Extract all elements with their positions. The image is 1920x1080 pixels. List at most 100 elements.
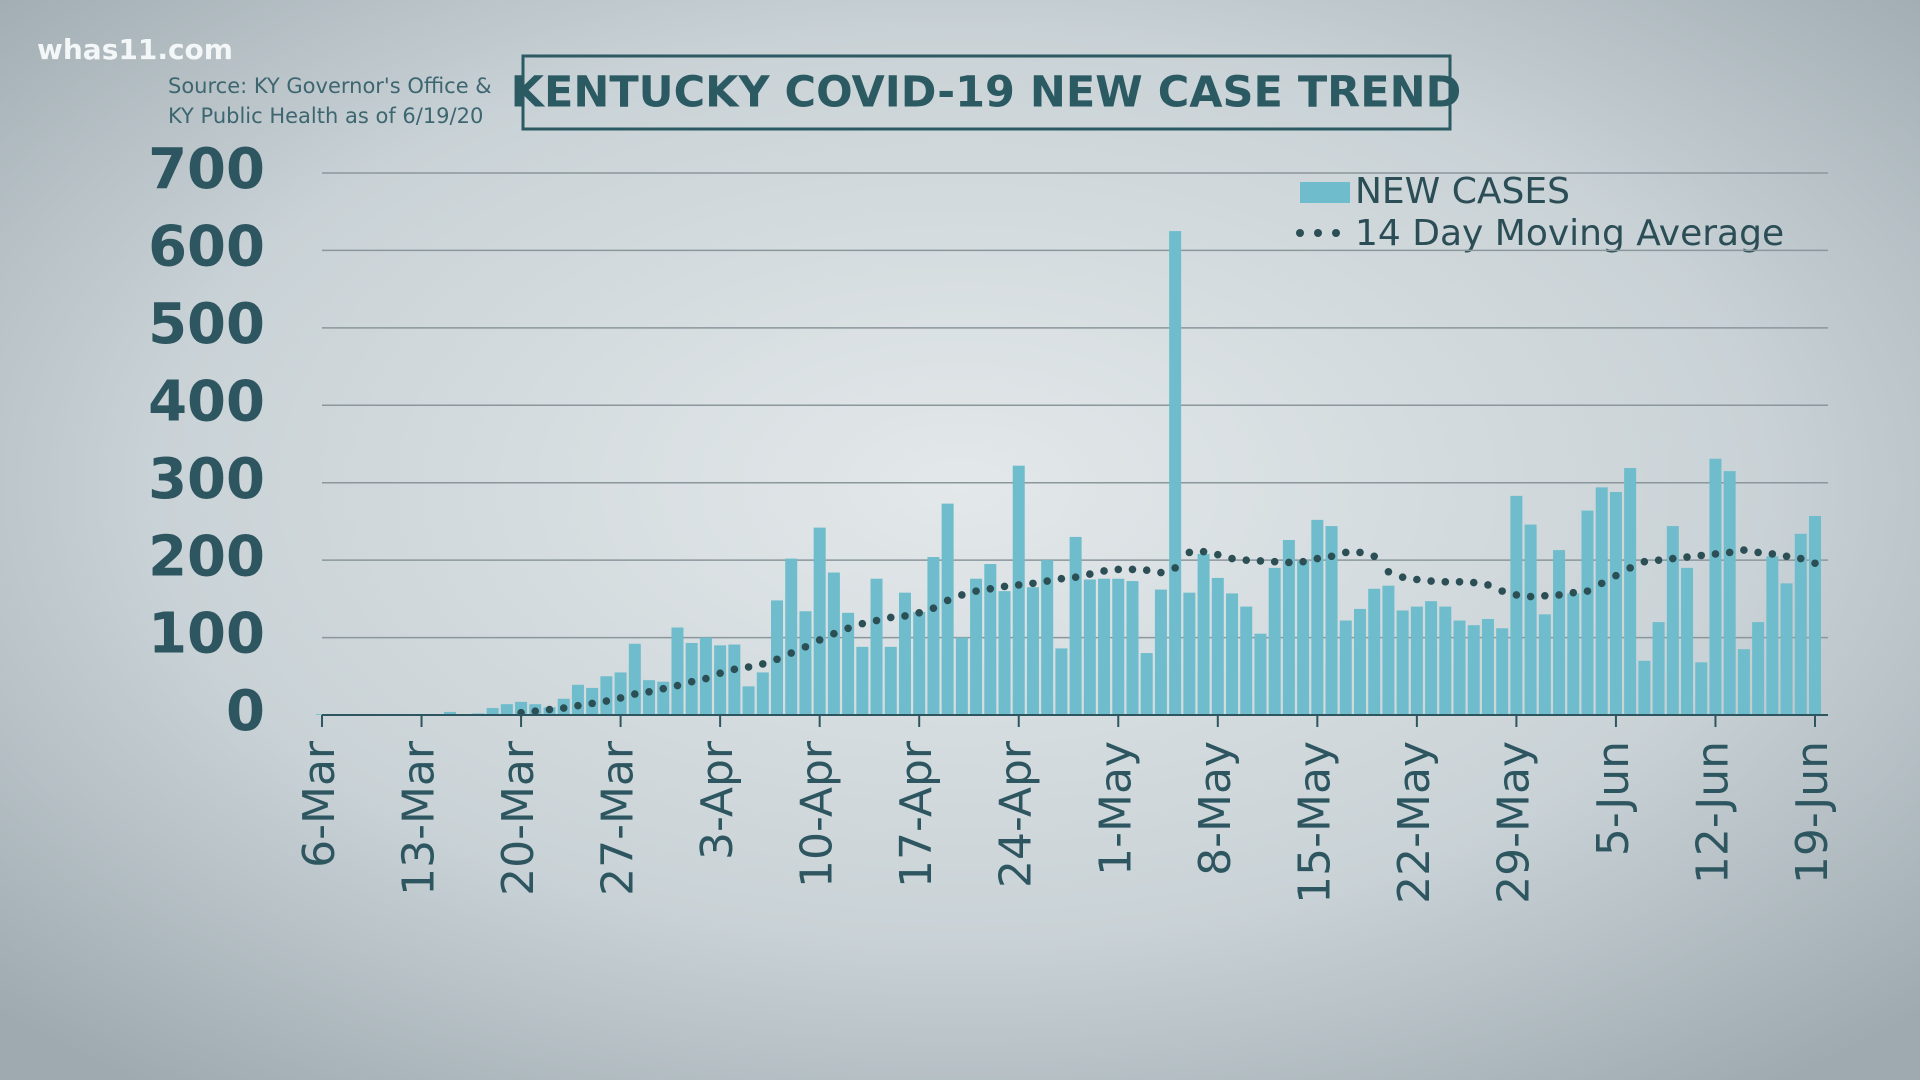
bar: [1723, 471, 1736, 715]
bar: [1439, 606, 1452, 715]
average-dot: [1384, 567, 1393, 576]
bar: [671, 627, 684, 715]
bar: [628, 643, 641, 715]
bar: [884, 646, 897, 715]
y-tick-label: 500: [148, 292, 265, 357]
x-tick-label: 5-Jun: [1588, 741, 1639, 856]
bar: [1126, 581, 1139, 715]
average-dot: [1142, 566, 1151, 575]
average-dot: [1057, 574, 1066, 583]
bar: [1396, 610, 1409, 715]
bar: [1254, 633, 1267, 715]
x-tick-label: 1-May: [1090, 741, 1141, 876]
x-tick-label: 10-Apr: [792, 740, 843, 888]
bar: [1581, 510, 1594, 715]
bar: [1012, 465, 1025, 715]
bar: [1382, 585, 1395, 715]
average-dot: [1654, 556, 1663, 564]
average-dot: [1228, 554, 1236, 563]
bar: [998, 591, 1011, 715]
chart-title: KENTUCKY COVID-19 NEW CASE TREND: [511, 68, 1462, 118]
bar: [714, 645, 727, 715]
average-dot: [929, 604, 938, 612]
average-dot: [602, 697, 611, 705]
bar: [813, 527, 826, 715]
average-dot: [844, 624, 852, 633]
bar: [1325, 526, 1338, 715]
bar: [1453, 620, 1466, 715]
bar: [1538, 614, 1551, 715]
legend-swatch: [1332, 229, 1340, 237]
bar: [1425, 601, 1438, 715]
average-dot: [531, 707, 540, 715]
x-tick-label: 27-Mar: [593, 740, 644, 896]
bar: [1140, 653, 1153, 715]
bar: [1567, 593, 1580, 715]
average-dot: [559, 704, 568, 712]
bar: [927, 557, 940, 715]
y-tick-label: 600: [148, 215, 265, 280]
bar: [827, 572, 840, 715]
average-dot: [1029, 579, 1037, 588]
average-dot: [1214, 550, 1222, 559]
average-dot: [1171, 564, 1179, 572]
average-dot: [716, 669, 724, 677]
bar: [571, 684, 584, 715]
average-dot: [1086, 570, 1094, 578]
average-dot: [758, 660, 767, 668]
bar: [1339, 620, 1352, 715]
average-dot: [1014, 581, 1023, 589]
x-tick-label: 12-Jun: [1687, 741, 1738, 884]
average-dot: [886, 613, 895, 622]
average-dot: [545, 705, 554, 714]
bar: [1467, 625, 1480, 715]
average-dot: [1242, 556, 1251, 564]
bar: [1197, 553, 1210, 715]
bar: [1809, 516, 1821, 715]
average-dot: [1541, 591, 1549, 600]
average-dot: [1299, 557, 1307, 566]
average-dot: [1114, 565, 1123, 574]
bar: [870, 578, 883, 715]
average-dot: [872, 616, 881, 625]
bar: [600, 676, 613, 715]
bar: [500, 704, 513, 715]
average-dot: [1327, 552, 1336, 561]
average-dot: [1526, 592, 1535, 601]
average-dot: [1725, 548, 1734, 557]
average-dot: [1469, 578, 1478, 587]
bar: [1226, 593, 1239, 715]
average-dot: [1256, 557, 1265, 565]
bar: [443, 711, 456, 715]
x-tick-label: 3-Apr: [692, 740, 743, 860]
x-tick-label: 6-Mar: [294, 740, 345, 868]
average-dot: [972, 587, 980, 595]
average-dot: [801, 643, 810, 651]
average-dot: [1796, 554, 1805, 563]
bar: [842, 612, 855, 715]
average-dot: [702, 674, 710, 683]
y-tick-label: 200: [148, 524, 265, 589]
average-dot: [815, 636, 824, 644]
bar: [1154, 589, 1167, 715]
bar: [984, 564, 997, 715]
average-dot: [986, 584, 995, 593]
average-dot: [1768, 550, 1777, 558]
bar: [1169, 231, 1182, 716]
average-dot: [1427, 577, 1435, 585]
x-tick-label: 17-Apr: [891, 740, 942, 888]
bar: [1524, 524, 1537, 715]
bar: [1112, 578, 1125, 715]
average-dot: [1498, 587, 1506, 595]
bar: [1311, 519, 1324, 715]
average-dot: [1512, 591, 1521, 599]
x-tick-label: 22-May: [1389, 741, 1440, 904]
average-dot: [1711, 550, 1720, 558]
bar: [1041, 560, 1054, 715]
average-dot: [773, 655, 781, 664]
average-dot: [1285, 558, 1293, 567]
bar: [785, 558, 798, 715]
x-tick-label: 13-Mar: [394, 740, 445, 896]
legend-swatch: [1300, 182, 1350, 203]
average-dot: [616, 694, 625, 702]
